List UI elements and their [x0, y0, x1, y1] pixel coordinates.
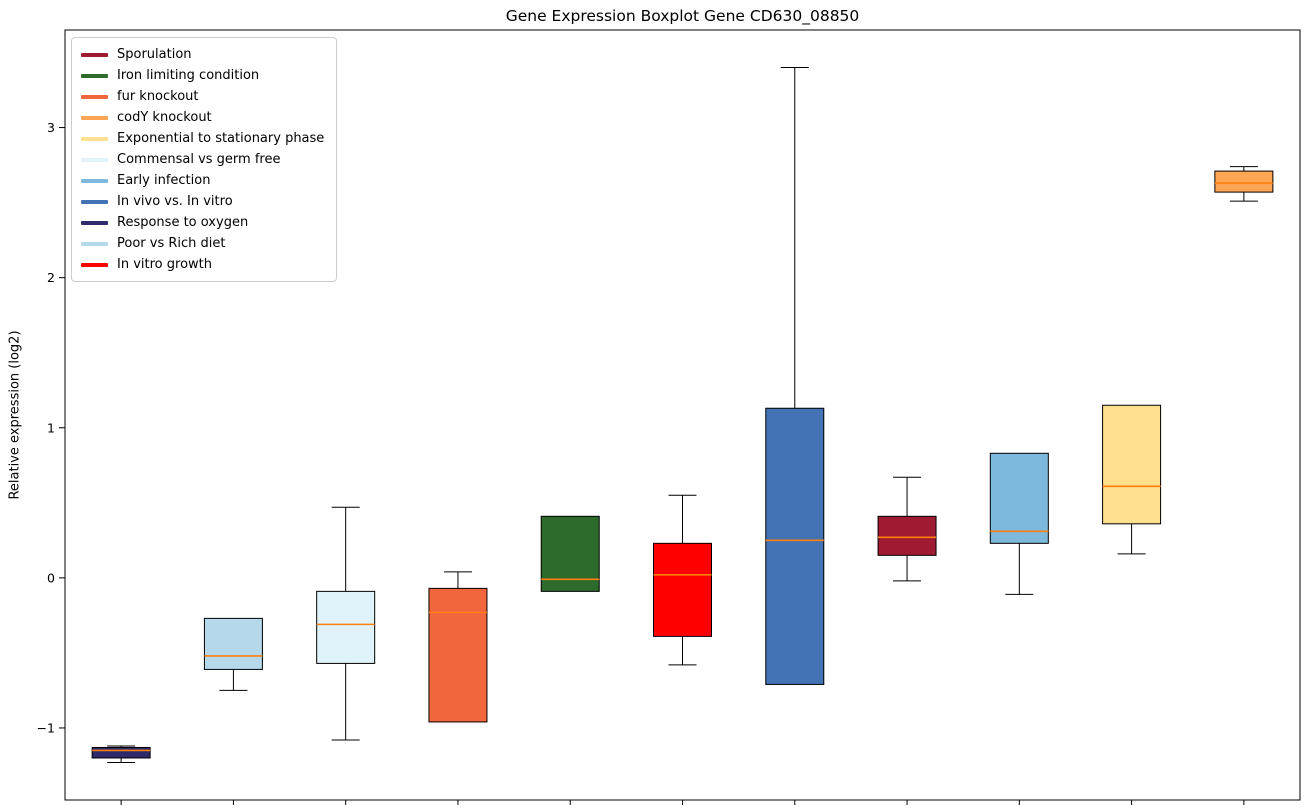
legend-item: codY knockout — [81, 107, 324, 128]
legend-item: Iron limiting condition — [81, 65, 324, 86]
legend-item-label: Response to oxygen — [117, 215, 249, 230]
legend-swatch — [81, 73, 108, 78]
legend-swatch — [81, 136, 108, 141]
legend-item-label: Poor vs Rich diet — [117, 236, 226, 251]
legend-item-label: codY knockout — [117, 110, 212, 125]
box-poor-vs-rich-diet — [203, 617, 263, 691]
legend-item: Exponential to stationary phase — [81, 128, 324, 149]
legend-item: Commensal vs germ free — [81, 149, 324, 170]
legend-swatch — [81, 220, 108, 225]
box-body — [428, 587, 488, 723]
box-body — [91, 746, 151, 759]
box-body — [1102, 404, 1162, 525]
y-tick-label: 2 — [47, 270, 55, 285]
legend-item-label: Iron limiting condition — [117, 68, 260, 83]
legend-swatch — [81, 241, 108, 246]
box-body — [316, 590, 376, 664]
legend-swatch — [81, 52, 108, 57]
box-response-to-oxygen — [91, 745, 151, 763]
box-iron-limiting-condition — [540, 515, 600, 592]
box-in-vivo-vs-in-vitro — [765, 67, 825, 685]
legend-item: Sporulation — [81, 44, 324, 65]
legend-swatch — [81, 262, 108, 267]
box-exponential-to-stationary-phase — [1102, 404, 1162, 555]
box-body — [653, 542, 712, 637]
legend-item-label: Sporulation — [117, 47, 192, 62]
box-early-infection — [989, 452, 1049, 595]
legend: Sporulation Iron limiting condition fur kn… — [71, 37, 338, 282]
legend-item: In vitro growth — [81, 254, 324, 275]
legend-item-label: Early infection — [117, 173, 211, 188]
box-body — [877, 515, 937, 556]
legend-item-label: In vitro growth — [117, 257, 212, 272]
legend-item-label: fur knockout — [117, 89, 199, 104]
box-cody-knockout — [1214, 166, 1274, 202]
box-body — [1214, 170, 1274, 193]
legend-item: fur knockout — [81, 86, 324, 107]
legend-item: Poor vs Rich diet — [81, 233, 324, 254]
legend-swatch — [81, 199, 108, 204]
y-tick-label: 3 — [47, 120, 55, 135]
legend-item: Response to oxygen — [81, 212, 324, 233]
legend-item-label: Commensal vs germ free — [117, 152, 281, 167]
legend-item-label: Exponential to stationary phase — [117, 131, 325, 146]
box-body — [203, 617, 263, 670]
legend-swatch — [81, 157, 108, 162]
legend-item-label: In vivo vs. In vitro — [117, 194, 233, 209]
box-body — [989, 452, 1049, 544]
legend-item: Early infection — [81, 170, 324, 191]
y-tick-label: 0 — [47, 570, 55, 585]
box-in-vitro-growth — [653, 494, 712, 666]
box-sporulation — [877, 476, 937, 582]
legend-item: In vivo vs. In vitro — [81, 191, 324, 212]
box-fur-knockout — [428, 571, 488, 723]
y-tick-label: 1 — [47, 420, 55, 435]
chart-title: Gene Expression Boxplot Gene CD630_08850 — [505, 7, 860, 25]
y-tick-label: −1 — [37, 720, 55, 735]
legend-swatch — [81, 178, 108, 183]
legend-swatch — [81, 94, 108, 99]
box-commensal-vs-germ-free — [316, 506, 376, 741]
legend-swatch — [81, 115, 108, 120]
box-body — [765, 407, 825, 685]
